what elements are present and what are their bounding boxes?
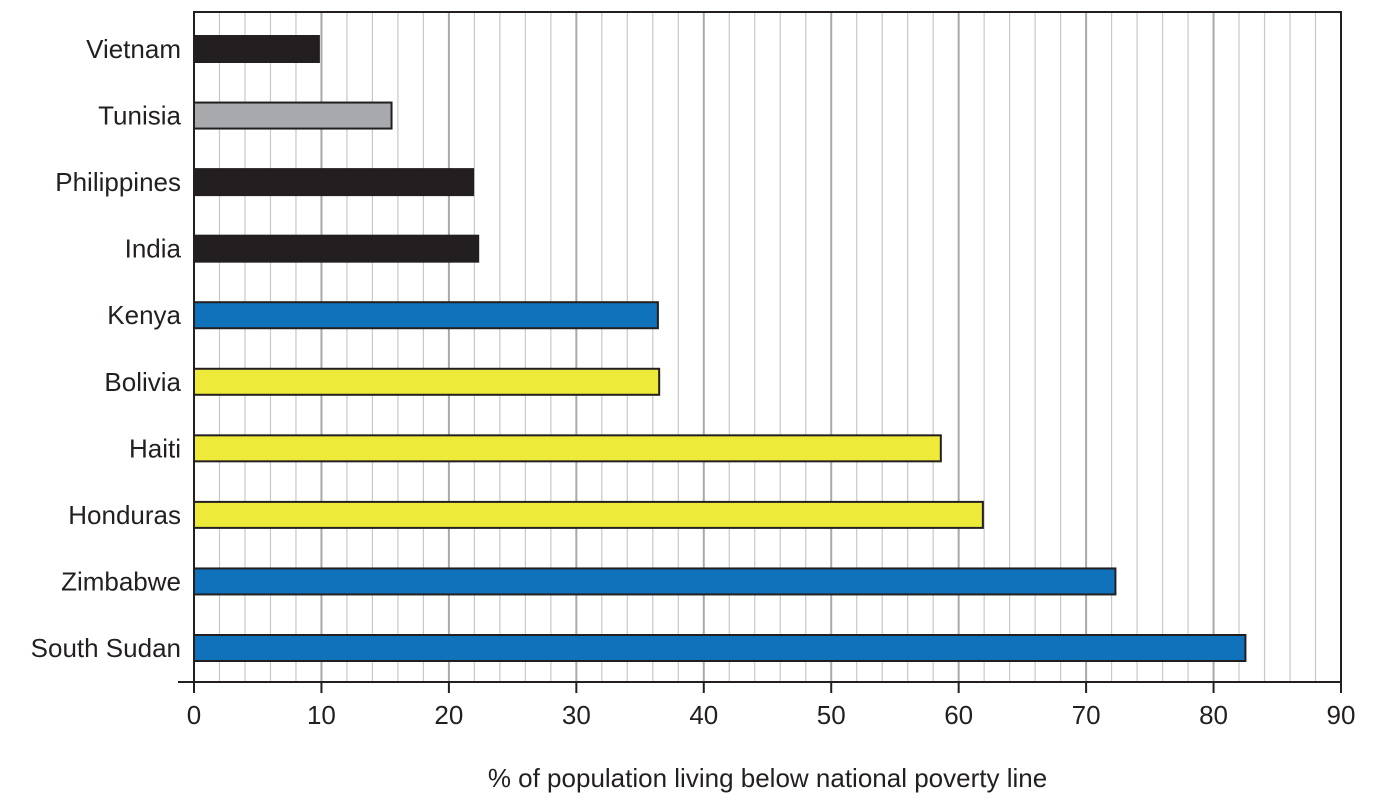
bar-india — [193, 234, 480, 263]
category-label: Tunisia — [98, 101, 181, 131]
category-label: Kenya — [107, 300, 181, 330]
bar-bolivia — [193, 367, 661, 396]
bar-philippines — [193, 168, 475, 197]
bar-honduras — [193, 500, 984, 529]
x-tick-label: 70 — [1072, 700, 1101, 730]
category-label: Haiti — [129, 433, 181, 463]
category-label: Honduras — [68, 500, 181, 530]
category-label: Zimbabwe — [61, 566, 181, 596]
x-tick-label: 10 — [307, 700, 336, 730]
bar-south-sudan — [193, 634, 1247, 662]
x-tick-label: 80 — [1199, 700, 1228, 730]
bar-tunisia — [193, 101, 393, 130]
bar-haiti — [193, 434, 942, 463]
bar-zimbabwe — [193, 567, 1117, 596]
x-tick-label: 50 — [817, 700, 846, 730]
category-label: South Sudan — [31, 633, 181, 663]
category-label: Vietnam — [86, 34, 181, 64]
x-axis: 0 10 20 30 40 50 60 70 80 90 — [178, 681, 1356, 730]
bar-vietnam — [193, 35, 320, 63]
category-labels: Vietnam Tunisia Philippines India Kenya Boliv… — [31, 34, 182, 663]
x-tick-label: 0 — [187, 700, 201, 730]
x-tick-label: 30 — [562, 700, 591, 730]
x-tick-label: 60 — [944, 700, 973, 730]
category-label: India — [125, 234, 182, 264]
category-label: Philippines — [55, 167, 181, 197]
x-tick-label: 90 — [1327, 700, 1356, 730]
category-label: Bolivia — [104, 367, 181, 397]
x-axis-title: % of population living below national po… — [488, 763, 1047, 793]
bars — [193, 35, 1247, 662]
x-tick-label: 40 — [689, 700, 718, 730]
x-tick-label: 20 — [434, 700, 463, 730]
bar-kenya — [193, 301, 659, 330]
